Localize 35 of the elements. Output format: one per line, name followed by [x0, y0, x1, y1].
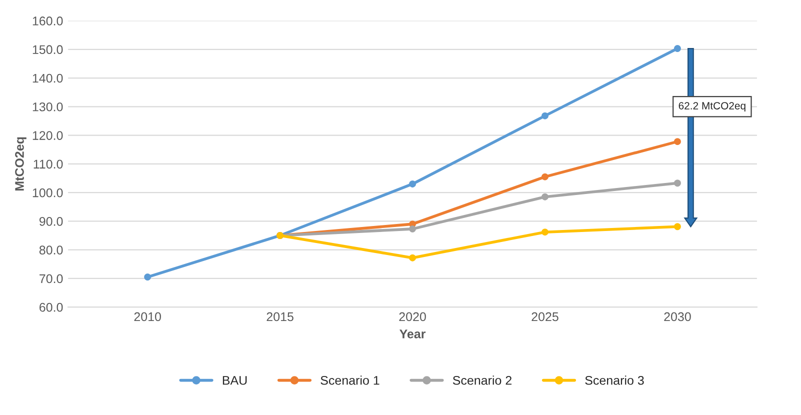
y-tick-label: 150.0 [32, 45, 63, 54]
y-tick-label: 130.0 [32, 102, 63, 112]
y-tick-label: 140.0 [32, 74, 63, 83]
point [542, 228, 548, 236]
legend-label: BAU [222, 376, 247, 385]
y-tick-label: 90.0 [39, 216, 63, 226]
legend-label: Scenario 3 [585, 376, 644, 385]
x-tick-label: 2015 [266, 312, 294, 322]
y-axis-title: MtCO2eq [15, 137, 26, 191]
y-tick-label: 100.0 [32, 188, 63, 198]
point [674, 45, 681, 52]
x-axis-title: Year [400, 330, 426, 338]
y-tick-label: 80.0 [39, 246, 63, 254]
annotation: 62.2 MtCO2eq [678, 102, 746, 112]
y-tick-label: 110.0 [34, 160, 63, 169]
legend-label: Scenario 2 [452, 376, 512, 385]
x-tick-label: 2010 [134, 312, 161, 322]
point [144, 274, 152, 281]
point [542, 112, 548, 120]
point [674, 180, 681, 187]
point [674, 223, 681, 230]
y-tick-label: 160.0 [32, 16, 63, 26]
y-tick-label: 120.0 [32, 131, 63, 140]
point [542, 193, 548, 200]
x-tick-label: 2030 [664, 312, 691, 322]
point [409, 254, 416, 262]
point [409, 180, 416, 188]
legend-label: Scenario 1 [320, 376, 380, 385]
x-tick-label: 2020 [399, 312, 426, 322]
point [542, 173, 548, 180]
y-tick-label: 70.0 [40, 274, 63, 284]
x-tick-label: 2025 [532, 312, 558, 322]
y-tick-label: 60.0 [40, 302, 63, 312]
point [674, 138, 681, 146]
point [409, 225, 416, 232]
